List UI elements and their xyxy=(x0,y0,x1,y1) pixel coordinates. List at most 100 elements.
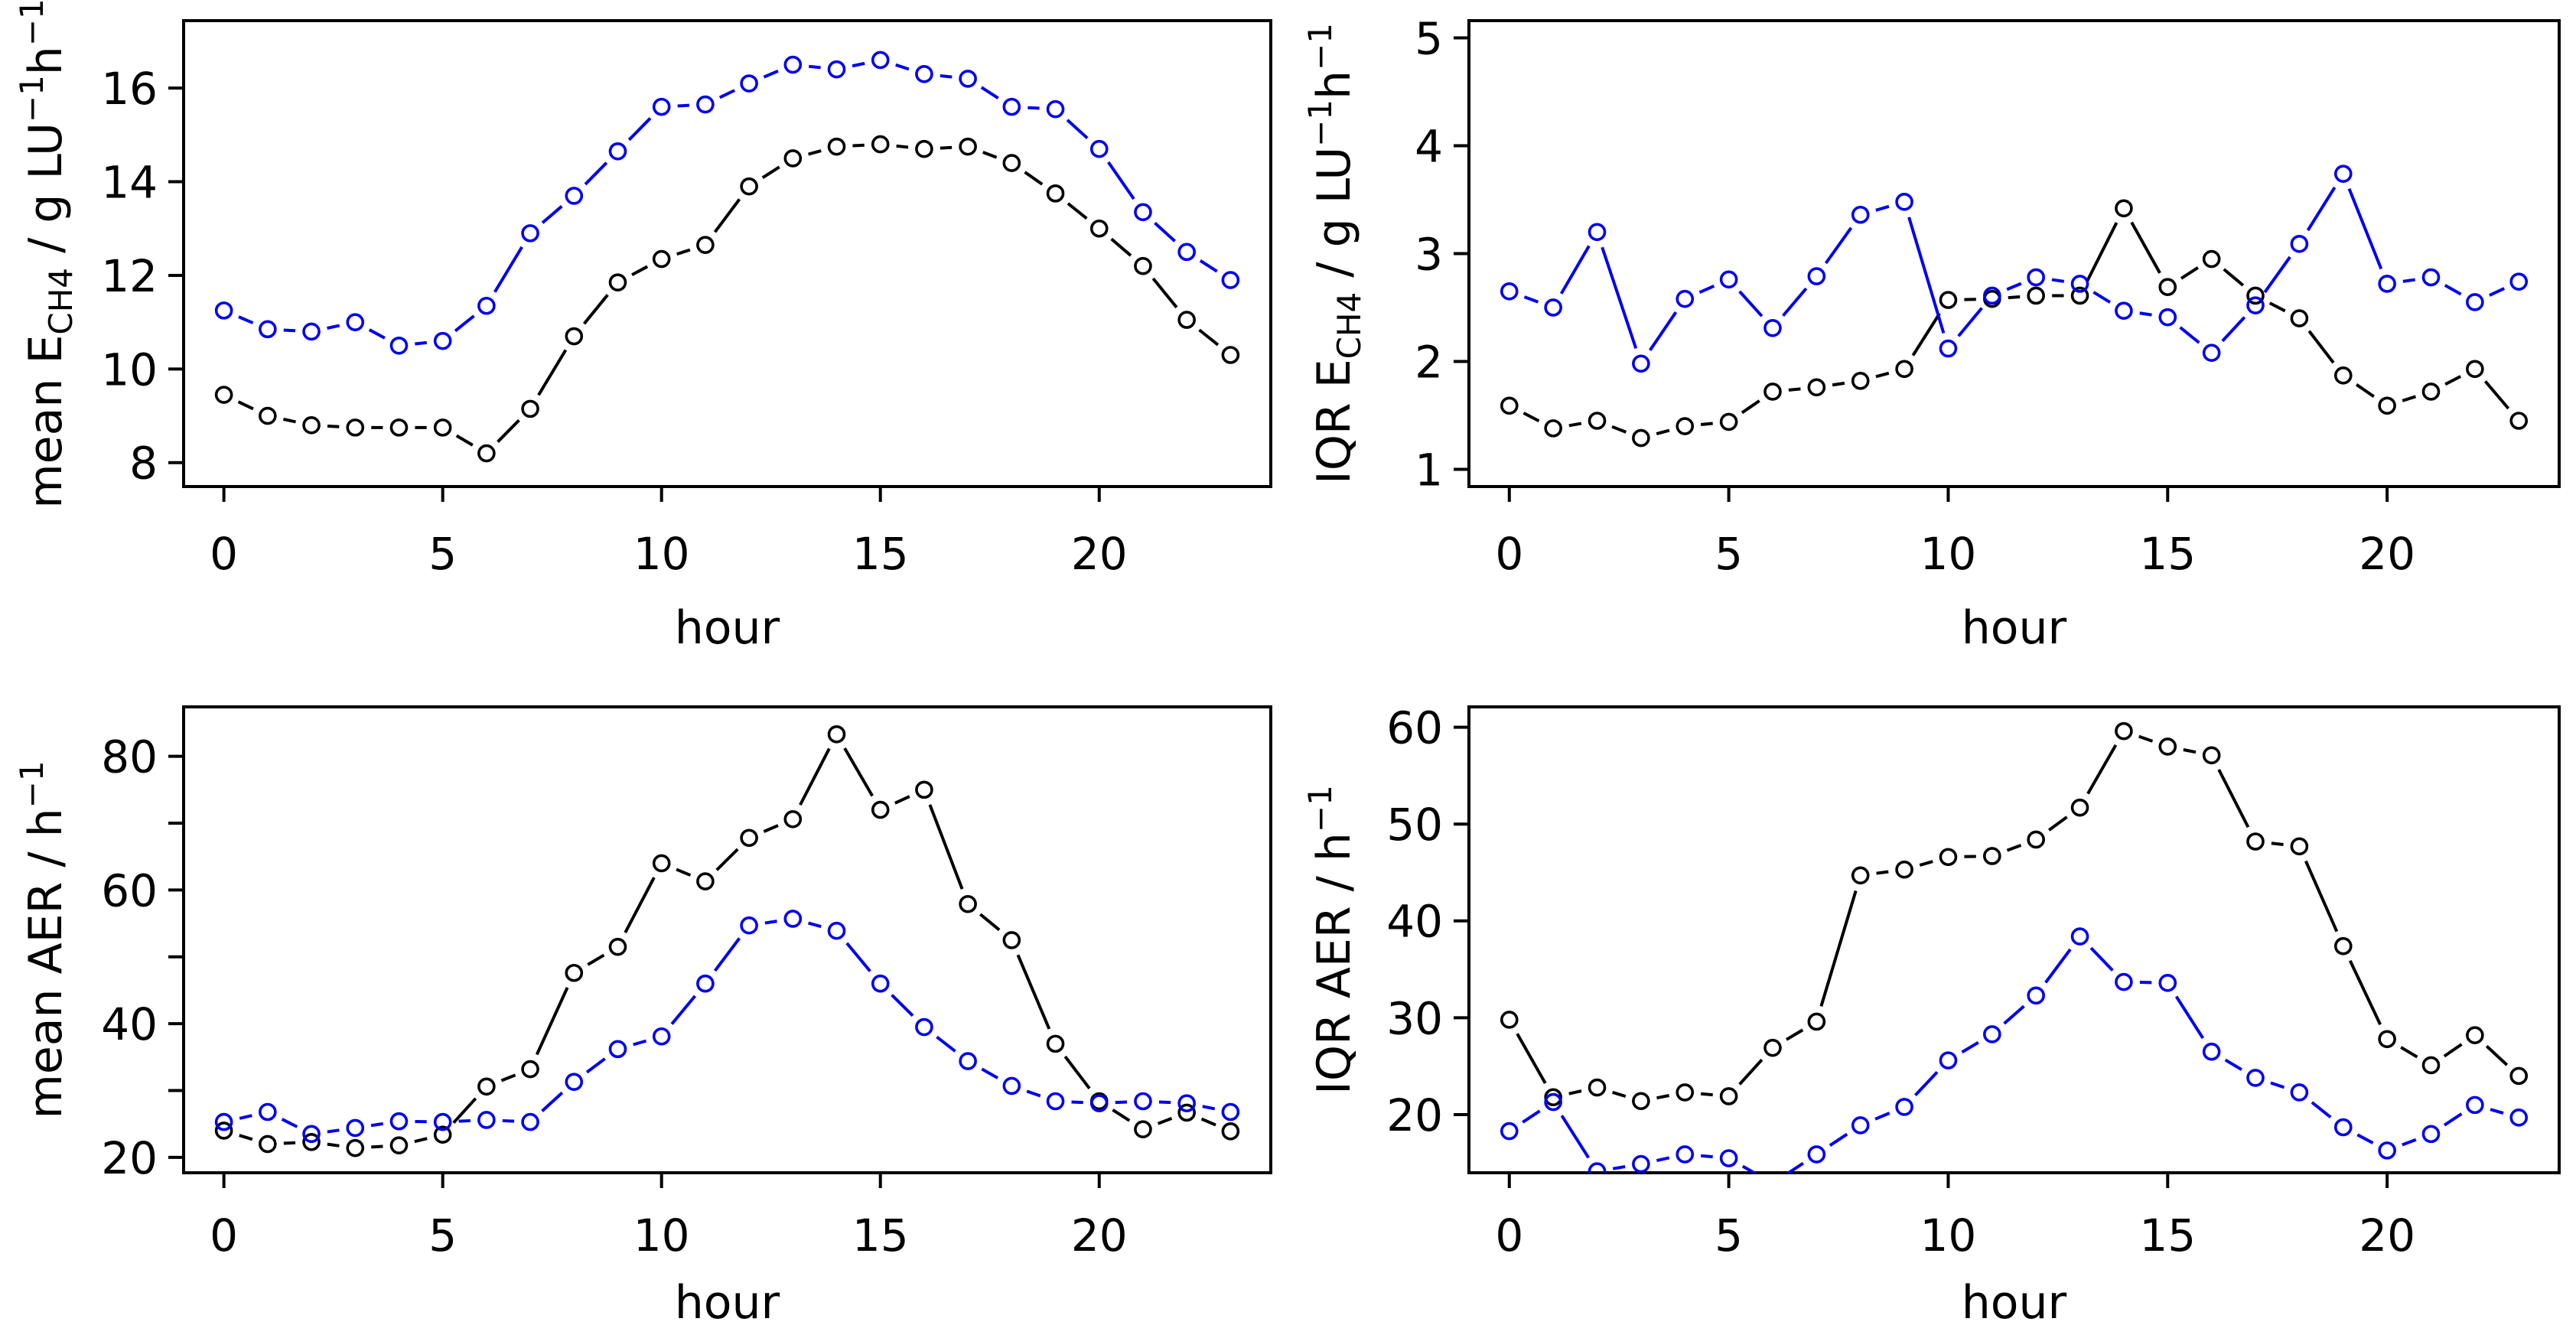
data-point-marker xyxy=(1500,282,1519,301)
line-segment xyxy=(455,434,474,447)
data-point-marker xyxy=(521,224,539,243)
data-point-marker xyxy=(2466,360,2484,379)
line-segment xyxy=(1875,204,1890,212)
data-point-marker xyxy=(2246,296,2265,314)
data-point-marker xyxy=(2333,1118,2353,1137)
y-tick-label: 80 xyxy=(101,731,158,783)
line-segment xyxy=(1832,381,1845,387)
mean-ech4-chart: 8 10 12 14 16 0 5 10 15 20 hour mean ECH4 / g LU−1h… xyxy=(13,0,1272,655)
line-segment xyxy=(535,987,569,1056)
data-point-marker xyxy=(1544,1088,1562,1107)
line-segment xyxy=(2224,1058,2243,1071)
line-segment xyxy=(1961,1040,1979,1054)
data-point-marker xyxy=(2378,275,2396,293)
data-point-marker xyxy=(1719,412,1738,431)
data-point-marker xyxy=(1763,318,1782,337)
series-blue xyxy=(214,910,1240,1144)
data-point-marker xyxy=(783,149,803,168)
data-point-marker xyxy=(2202,343,2221,362)
panel-mean-ech4: 8 10 12 14 16 0 5 10 15 20 hour mean ECH4 / g LU−1h… xyxy=(0,0,1288,662)
data-point-marker xyxy=(1676,1145,1695,1164)
data-point-marker xyxy=(302,1133,321,1151)
panel-iqr-aer: 20 30 40 50 60 0 5 10 15 20 hour IQR AER / h−1 xyxy=(1288,662,2576,1325)
line-segment xyxy=(1782,287,1808,317)
line-segment xyxy=(282,418,296,424)
line-segment xyxy=(2356,1133,2374,1144)
y-axis-title: IQR AER / h−1 xyxy=(1301,785,1361,1095)
line-segment xyxy=(2221,316,2246,343)
line-segment xyxy=(1024,171,1044,186)
line-segment xyxy=(1698,284,1715,295)
data-point-marker xyxy=(608,142,627,161)
plot-box xyxy=(1467,19,2561,488)
data-point-marker xyxy=(1177,1094,1196,1112)
line-segment xyxy=(1157,1116,1173,1125)
data-point-marker xyxy=(1588,1078,1607,1097)
data-point-marker xyxy=(2421,383,2441,401)
data-point-marker xyxy=(2070,275,2089,293)
line-segment xyxy=(587,953,605,966)
line-segment xyxy=(2311,1101,2332,1118)
line-segment xyxy=(2268,301,2286,313)
series-blue xyxy=(1500,927,2529,1173)
data-point-marker xyxy=(1046,1092,1065,1111)
line-segment xyxy=(2270,1081,2285,1089)
panel-mean-aer: 20 40 60 80 0 5 10 15 20 hour mean AER / h−1 xyxy=(0,662,1288,1325)
data-point-marker xyxy=(302,1125,321,1144)
data-point-marker xyxy=(2027,268,2045,287)
data-point-marker xyxy=(2070,927,2089,946)
line-segment xyxy=(808,921,822,929)
data-point-marker xyxy=(2027,286,2045,305)
y-axis-title: mean AER / h−1 xyxy=(13,760,73,1118)
plot-box xyxy=(182,19,1272,488)
data-point-marker xyxy=(477,1077,496,1096)
data-point-marker xyxy=(2202,746,2221,765)
line-segment xyxy=(2490,1108,2504,1115)
x-tick-label: 5 xyxy=(1715,1209,1743,1262)
data-point-marker xyxy=(1983,286,2001,305)
data-point-marker xyxy=(696,95,715,114)
data-point-marker xyxy=(1719,270,1738,289)
data-point-marker xyxy=(696,236,715,254)
line-segment xyxy=(2006,282,2022,291)
data-point-marker xyxy=(1046,99,1065,119)
data-point-marker xyxy=(2466,1026,2484,1045)
x-tick-label: 15 xyxy=(852,528,909,580)
data-point-marker xyxy=(1807,1012,1826,1031)
data-point-marker xyxy=(1089,219,1109,238)
data-point-marker xyxy=(477,444,496,463)
data-point-marker xyxy=(477,296,496,315)
line-segment xyxy=(936,1035,956,1053)
line-segment xyxy=(2444,284,2462,296)
data-point-marker xyxy=(1002,931,1021,949)
line-segment xyxy=(1741,399,1760,415)
line-segment xyxy=(1738,1058,1763,1086)
data-point-marker xyxy=(214,386,233,404)
data-point-marker xyxy=(2290,309,2309,327)
data-point-marker xyxy=(2509,412,2529,430)
data-point-marker xyxy=(1046,1034,1065,1053)
line-segment xyxy=(2443,1112,2463,1127)
line-segment xyxy=(2130,221,2161,274)
line-segment xyxy=(1026,1089,1041,1098)
x-tick-label: 10 xyxy=(633,528,690,580)
data-point-marker xyxy=(477,1111,496,1129)
data-point-marker xyxy=(1632,354,1650,373)
line-segment xyxy=(2047,816,2068,832)
line-segment xyxy=(764,920,777,925)
data-point-marker xyxy=(2509,1066,2529,1086)
data-point-marker xyxy=(2158,278,2177,297)
data-point-marker xyxy=(2466,1095,2484,1115)
line-segment xyxy=(670,995,697,1025)
line-segment xyxy=(327,324,340,330)
data-point-marker xyxy=(2421,1125,2441,1144)
line-segment xyxy=(2271,842,2284,847)
x-tick-label: 15 xyxy=(2139,1209,2196,1262)
data-point-marker xyxy=(346,1138,365,1157)
data-point-marker xyxy=(1500,1011,1519,1029)
line-segment xyxy=(1741,1164,1757,1173)
data-point-marker xyxy=(1177,1103,1196,1122)
data-point-marker xyxy=(1939,339,1958,358)
line-segment xyxy=(2307,330,2335,364)
data-point-marker xyxy=(2027,986,2045,1005)
